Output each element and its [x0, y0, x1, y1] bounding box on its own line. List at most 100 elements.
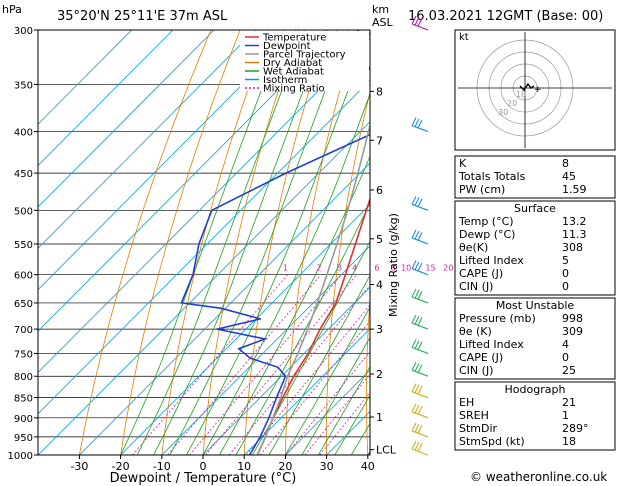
dry-adiabat-line — [285, 30, 358, 455]
wind-barb-flag — [417, 119, 423, 129]
series-point — [367, 130, 370, 133]
series-point — [211, 209, 213, 212]
pressure-tick-label: 900 — [14, 414, 33, 425]
temperature-axis: -30 -20 -10 0 10 20 30 40 — [70, 455, 375, 473]
hodograph-table-label: EH — [459, 396, 474, 409]
wet-adiabat-line — [136, 30, 305, 455]
series-point — [316, 302, 319, 304]
series-point — [336, 243, 338, 245]
wind-barb-staff — [411, 23, 429, 31]
hodograph-ring-label: 30 — [498, 108, 508, 117]
hodograph-table-title: Hodograph — [505, 383, 566, 396]
wind-barb-flag — [417, 364, 423, 373]
wet-adiabat-line — [219, 155, 370, 455]
series-point — [365, 209, 368, 212]
km-tick-label: 3 — [376, 323, 383, 336]
surface-value: 5 — [562, 254, 569, 267]
surface-label: CAPE (J) — [459, 267, 503, 280]
wind-barb-staff — [411, 296, 429, 304]
series-point — [275, 396, 278, 399]
wind-barb-flag — [411, 229, 417, 239]
series-point — [378, 172, 380, 174]
most-unstable-title: Most Unstable — [496, 299, 575, 312]
wind-barb-staff — [411, 411, 429, 419]
most-unstable-label: CAPE (J) — [459, 351, 503, 364]
wind-barb-flag — [417, 317, 423, 326]
dry-adiabat-line — [243, 30, 329, 455]
mixing-ratio-line — [205, 274, 358, 455]
series-point — [238, 347, 240, 350]
dry-adiabat-line — [615, 30, 629, 455]
dry-adiabat-line — [326, 90, 370, 455]
hodograph-table-value: 18 — [562, 435, 576, 448]
wind-barb-flag — [411, 260, 417, 269]
surface-value: 0 — [562, 267, 569, 280]
series-point — [286, 375, 289, 378]
pressure-tick-label: 450 — [14, 169, 33, 180]
series-point — [346, 209, 349, 212]
series-point — [344, 273, 347, 276]
legend-label: Wet Adiabat — [263, 67, 324, 78]
wind-barb-flag — [414, 441, 420, 451]
series-point — [376, 131, 378, 133]
surface-label: CIN (J) — [459, 280, 493, 293]
series-point — [284, 375, 287, 378]
km-tick-label: 2 — [376, 368, 383, 381]
legend-label: Mixing Ratio — [263, 84, 325, 95]
most-unstable-value: 4 — [562, 338, 569, 351]
legend-label: Dewpoint — [263, 41, 311, 52]
km-tick-label: 5 — [376, 233, 383, 246]
series-point — [319, 328, 321, 330]
wind-barb-flag — [414, 316, 420, 325]
series-point — [249, 357, 251, 359]
series-point — [406, 84, 408, 86]
hodograph-table-value: 289° — [562, 422, 589, 435]
wind-barb-flag — [417, 232, 423, 241]
series-point — [392, 131, 394, 133]
wind-barb-flag — [411, 339, 417, 348]
asl-label: ASL — [372, 16, 394, 29]
surface-value: 308 — [562, 241, 583, 254]
wind-barb-staff — [411, 448, 429, 456]
mixing-ratio-label: 10 — [401, 264, 411, 273]
most-unstable-value: 309 — [562, 325, 583, 338]
dry-adiabat-line — [120, 30, 241, 455]
temperature-tick-label: 20 — [278, 460, 292, 473]
isotherm-line — [38, 79, 370, 415]
series-point — [293, 375, 295, 378]
pressure-tick-label: 500 — [14, 206, 33, 217]
wind-barb-flag — [417, 443, 423, 452]
km-tick-label: LCL — [376, 444, 397, 457]
surface-label: θe(K) — [459, 241, 488, 254]
x-axis-title: Dewpoint / Temperature (°C) — [110, 471, 297, 486]
wind-barb-flag — [411, 440, 417, 450]
wet-adiabat-line — [285, 306, 370, 455]
legend-label: Parcel Trajectory — [263, 50, 346, 61]
wind-barb-staff — [411, 322, 429, 330]
pressure-tick-label: 550 — [14, 240, 33, 251]
isotherm-line — [38, 30, 174, 167]
series-point — [180, 302, 183, 304]
mixing-ratio-line — [228, 284, 370, 455]
wind-barb-flag — [414, 363, 420, 372]
pressure-tick-label: 700 — [14, 325, 33, 336]
pressure-tick-label: 600 — [14, 271, 33, 282]
mixing-ratio-label: 6 — [374, 264, 379, 273]
series-point — [259, 436, 262, 438]
pressure-tick-label: 750 — [14, 349, 33, 360]
isotherm-line — [38, 30, 256, 249]
legend-background — [240, 31, 369, 91]
surface-title: Surface — [514, 202, 556, 215]
pressure-tick-label: 400 — [14, 128, 33, 139]
pressure-tick-label: 800 — [14, 372, 33, 383]
pressure-unit-label: hPa — [2, 3, 22, 16]
series-point — [277, 366, 279, 369]
surface-label: Lifted Index — [459, 254, 524, 267]
series-point — [307, 352, 310, 355]
datetime-title: 16.03.2021 12GMT (Base: 00) — [408, 9, 603, 24]
km-label: km — [372, 3, 389, 16]
most-unstable-box — [454, 297, 616, 380]
isotherm-line — [38, 121, 370, 455]
isotherm-line — [202, 286, 370, 455]
